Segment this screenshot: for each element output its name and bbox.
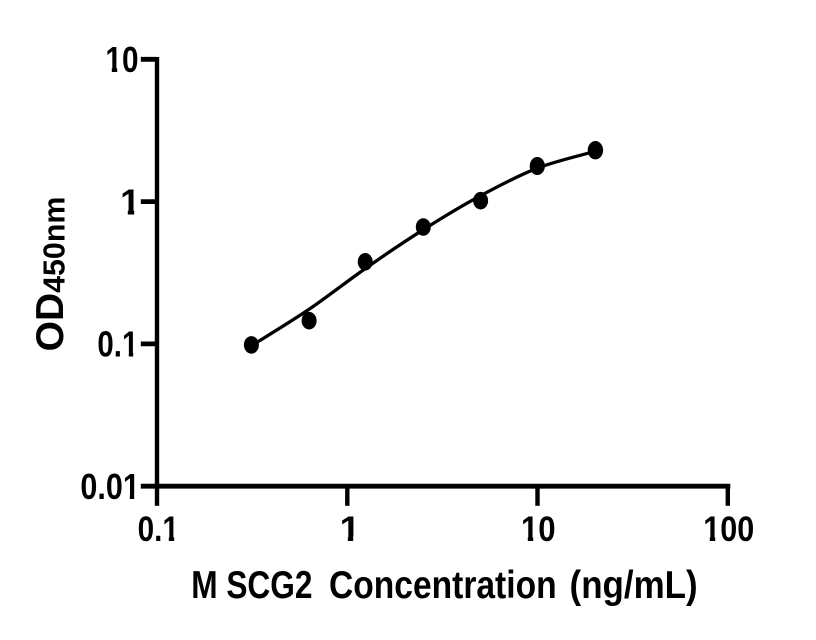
svg-text:0.1: 0.1: [138, 508, 179, 548]
svg-text:10: 10: [105, 40, 138, 81]
svg-text:OD450nm: OD450nm: [29, 197, 72, 352]
svg-text:(ng/mL): (ng/mL): [570, 562, 698, 606]
svg-text:M SCG2: M SCG2: [191, 563, 312, 607]
svg-text:1: 1: [340, 509, 361, 549]
svg-text:0.01: 0.01: [80, 468, 139, 508]
svg-text:100: 100: [703, 510, 754, 550]
svg-text:1: 1: [120, 181, 140, 222]
svg-text:0.1: 0.1: [97, 325, 138, 366]
svg-text:10: 10: [521, 510, 556, 549]
svg-text:Concentration: Concentration: [329, 563, 557, 607]
